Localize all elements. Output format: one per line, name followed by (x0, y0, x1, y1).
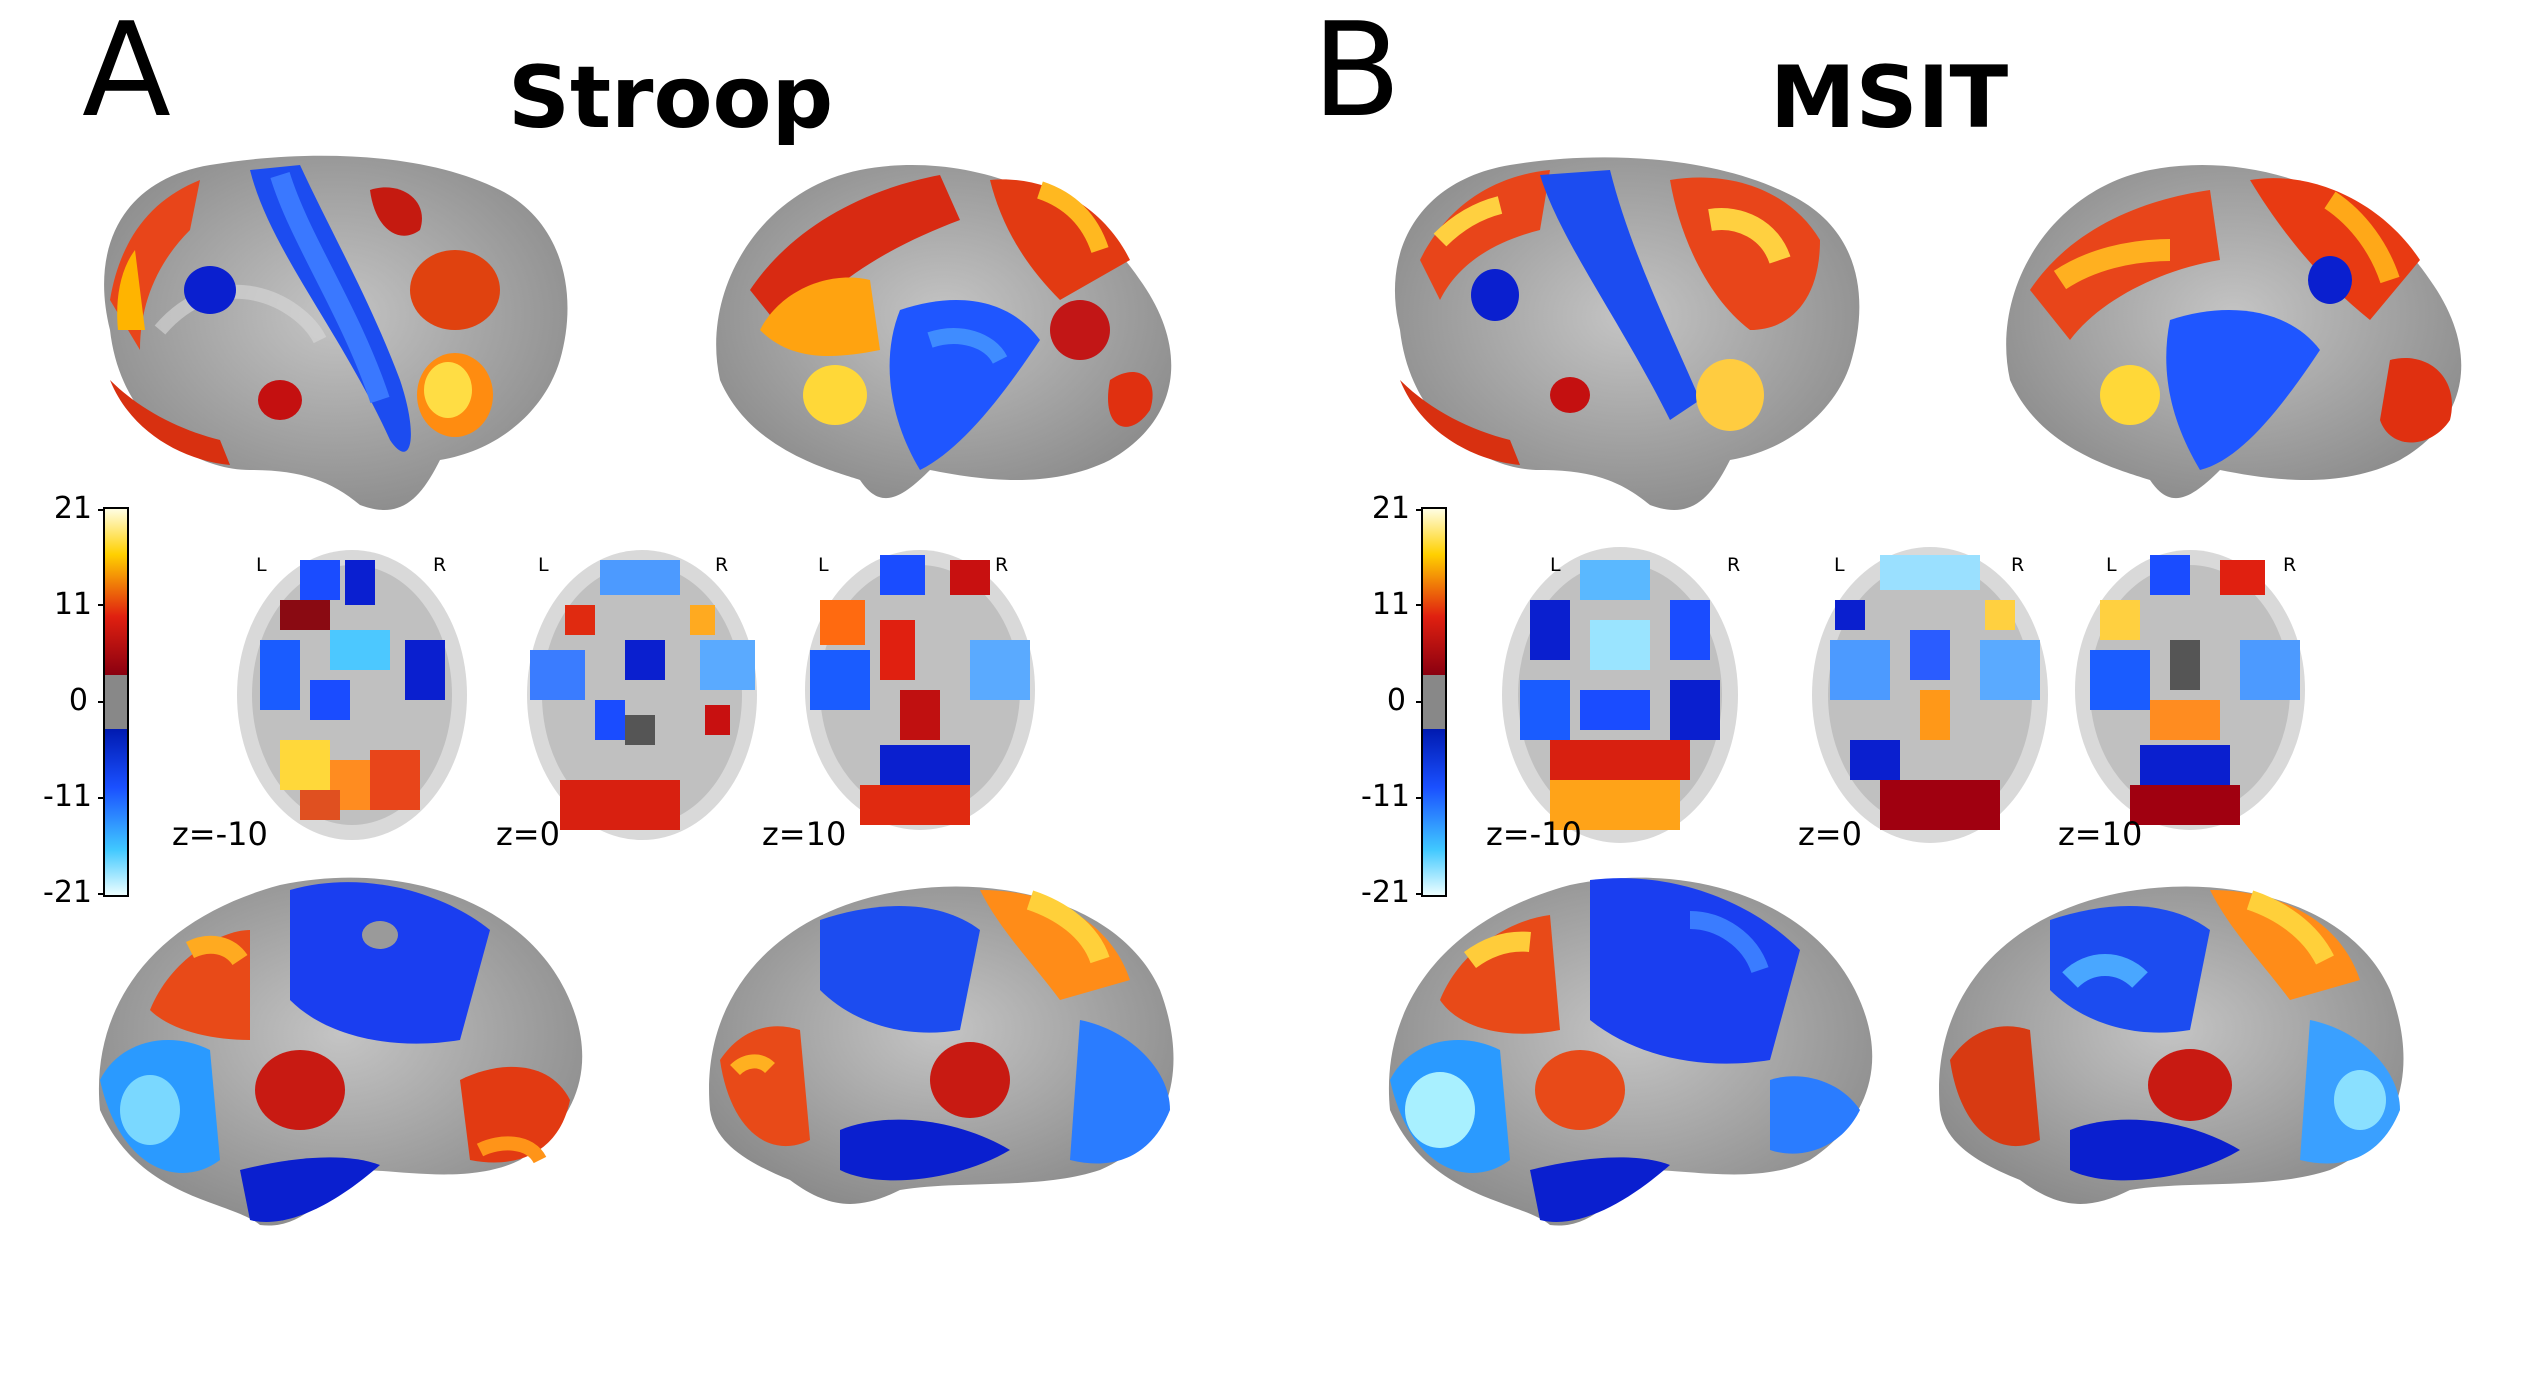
colorbar (98, 507, 129, 897)
colorbar-tick-label: -21 (1361, 875, 1410, 910)
right-medial-hemisphere (1939, 886, 2404, 1204)
colorbar-tick-label: -11 (43, 779, 92, 814)
panel-b: B MSIT (1290, 0, 2528, 1375)
left-medial-hemisphere (98, 877, 583, 1226)
right-medial-hemisphere (709, 886, 1174, 1204)
slice-label: z=-10 (172, 815, 268, 853)
hemisphere-right-label: R (2011, 554, 2025, 576)
slice-label: z=0 (1798, 815, 1862, 853)
right-lateral-hemisphere (2006, 164, 2462, 499)
hemisphere-left-label: L (256, 554, 267, 576)
hemisphere-right-label: R (1727, 554, 1741, 576)
hemisphere-left-label: L (1834, 554, 1845, 576)
colorbar-tick-label: 11 (53, 587, 92, 622)
left-lateral-hemisphere (104, 155, 568, 510)
colorbar-tick-label: -21 (43, 875, 92, 910)
panel-title: MSIT (1770, 48, 2009, 148)
colorbar-tick-label: 0 (68, 683, 88, 718)
axial-slice-z-minus-10 (1502, 547, 1738, 843)
hemisphere-right-label: R (715, 554, 729, 576)
colorbar-tick-label: 0 (1386, 683, 1406, 718)
hemisphere-left-label: L (1550, 554, 1561, 576)
axial-slice-z-0 (1812, 547, 2048, 843)
colorbar (1416, 507, 1447, 897)
hemisphere-left-label: L (818, 554, 829, 576)
hemisphere-right-label: R (433, 554, 447, 576)
panel-letter: A (82, 0, 171, 146)
axial-slice-z-minus-10 (237, 550, 467, 840)
left-medial-hemisphere (1388, 877, 1873, 1226)
panel-title: Stroop (508, 48, 834, 148)
slice-label: z=-10 (1486, 815, 1582, 853)
axial-slice-z-0 (527, 550, 757, 840)
hemisphere-right-label: R (2283, 554, 2297, 576)
hemisphere-right-label: R (995, 554, 1009, 576)
panel-a: A Stroop (43, 0, 1174, 1226)
axial-slice-z-10 (805, 550, 1035, 830)
axial-slice-z-10 (2075, 550, 2305, 830)
panel-letter: B (1312, 0, 1402, 146)
hemisphere-left-label: L (538, 554, 549, 576)
colorbar-tick-label: 21 (1371, 491, 1410, 526)
hemisphere-left-label: L (2106, 554, 2117, 576)
slice-label: z=10 (2058, 815, 2143, 853)
slice-label: z=0 (496, 815, 560, 853)
brain-figure (1388, 157, 2462, 1226)
colorbar-tick-label: -11 (1361, 779, 1410, 814)
colorbar-tick-label: 21 (53, 491, 92, 526)
left-lateral-hemisphere (1394, 157, 1860, 510)
right-lateral-hemisphere (716, 164, 1172, 499)
brain-figure (98, 155, 1174, 1226)
slice-label: z=10 (762, 815, 847, 853)
colorbar-tick-label: 11 (1371, 587, 1410, 622)
